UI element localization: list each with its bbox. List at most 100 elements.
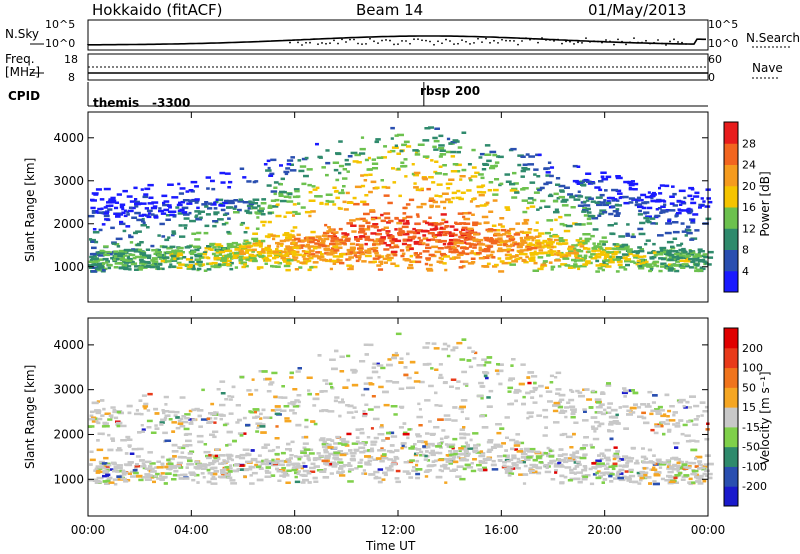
power-cell — [678, 189, 686, 193]
power-cell — [533, 229, 539, 232]
power-cell — [97, 262, 105, 265]
power-cell — [380, 219, 386, 223]
power-cell — [421, 242, 426, 245]
power-cell — [697, 269, 703, 272]
power-cell — [326, 230, 332, 233]
velocity-cell — [109, 468, 114, 471]
power-cell — [434, 223, 442, 226]
velocity-cell — [89, 414, 94, 417]
power-cell — [413, 171, 421, 175]
power-cell — [190, 256, 194, 260]
velocity-cell — [161, 409, 165, 412]
velocity-cell — [134, 465, 141, 468]
power-cell — [329, 242, 336, 246]
power-cell — [239, 223, 244, 226]
power-cell — [438, 261, 444, 264]
power-cell — [179, 235, 186, 238]
power-cell — [571, 258, 577, 262]
power-cell — [625, 232, 630, 236]
power-cell — [276, 242, 284, 246]
velocity-cell — [400, 406, 404, 409]
velocity-cell — [437, 458, 444, 462]
power-cell — [272, 205, 279, 208]
power-cell — [390, 241, 395, 245]
power-cell — [600, 250, 605, 254]
power-cell — [429, 228, 437, 231]
power-cell — [506, 248, 511, 251]
power-cell — [410, 260, 417, 263]
power-cell — [231, 245, 238, 248]
velocity-cell — [688, 462, 694, 465]
velocity-cell — [665, 419, 671, 422]
power-cell — [582, 233, 589, 236]
noise-right-tick-bottom: 10^0 — [708, 37, 739, 50]
power-cell — [434, 225, 438, 228]
velocity-cell — [615, 450, 620, 453]
power-cell — [311, 255, 318, 258]
power-cell — [151, 201, 159, 204]
power-cell — [195, 254, 203, 258]
power-cell — [505, 257, 511, 260]
power-cell — [265, 169, 272, 172]
power-cell — [419, 252, 423, 255]
velocity-cell — [376, 362, 380, 366]
power-cell — [478, 248, 483, 251]
power-cell — [643, 255, 647, 258]
power-cell — [407, 266, 414, 270]
velocity-cell — [185, 439, 192, 443]
power-cell — [280, 177, 285, 181]
power-cell — [251, 259, 258, 263]
velocity-cell — [362, 410, 366, 413]
velocity-cell — [137, 447, 144, 451]
power-cell — [285, 251, 290, 254]
noise-search-dot — [533, 38, 535, 40]
power-cell — [289, 163, 295, 166]
power-cell — [285, 167, 291, 170]
power-cell — [584, 261, 591, 265]
velocity-cell — [398, 426, 404, 429]
power-cell — [167, 183, 174, 186]
power-colorbar-swatch — [724, 249, 738, 272]
velocity-cell — [334, 396, 340, 399]
power-cell — [486, 262, 491, 266]
velocity-cell — [372, 417, 380, 421]
velocity-cell — [428, 384, 434, 388]
power-cell — [328, 252, 335, 255]
velocity-cell — [672, 423, 676, 426]
velocity-cell — [132, 469, 138, 472]
power-cell — [125, 259, 132, 262]
velocity-cell — [264, 469, 270, 473]
power-cell — [252, 242, 259, 246]
power-cell — [561, 204, 569, 207]
power-cell — [590, 253, 597, 256]
power-cell — [315, 235, 322, 238]
power-cell — [171, 265, 176, 268]
power-cell — [132, 256, 137, 260]
power-cell — [291, 235, 296, 239]
velocity-cell — [290, 400, 297, 404]
power-cell — [586, 222, 593, 225]
velocity-cell — [341, 470, 345, 473]
velocity-cell — [210, 402, 215, 406]
velocity-cell — [379, 425, 384, 429]
power-cell — [680, 249, 687, 253]
velocity-cell — [89, 463, 93, 466]
power-cell — [664, 184, 670, 188]
velocity-cell — [466, 466, 474, 469]
power-cell — [413, 231, 417, 235]
power-cell — [513, 242, 520, 246]
power-cell — [495, 229, 501, 232]
power-cell — [519, 249, 525, 252]
velocity-cell — [554, 462, 560, 466]
power-cell — [416, 205, 423, 209]
noise-search-dot — [665, 44, 667, 46]
power-cell — [667, 218, 672, 221]
power-cell — [254, 180, 259, 183]
velocity-cell — [312, 397, 320, 401]
power-cell — [558, 215, 563, 219]
velocity-cell — [393, 413, 398, 416]
power-cell — [194, 238, 201, 241]
power-cell — [604, 247, 612, 250]
power-cell — [383, 226, 389, 229]
